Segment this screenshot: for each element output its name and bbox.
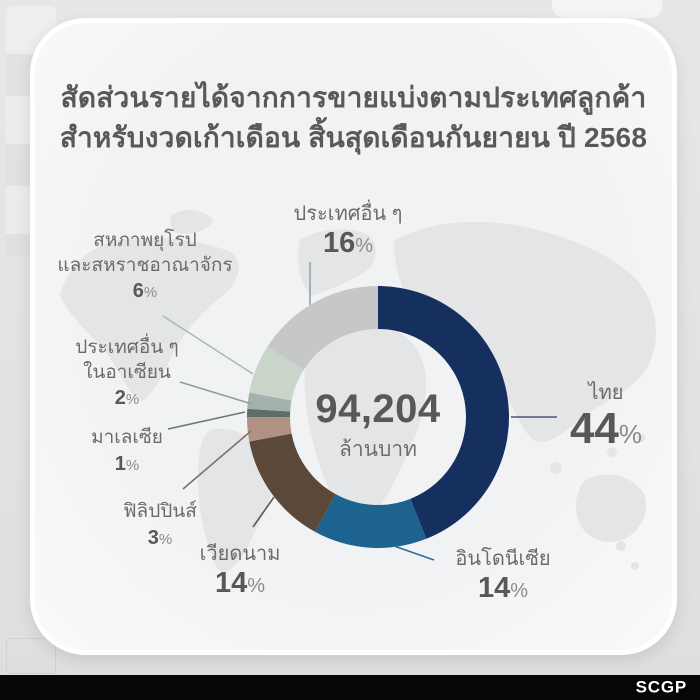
chart-title-line1: สัดส่วนรายได้จากการขายแบ่งตามประเทศลูกค้… [60, 82, 647, 113]
callout-philippines-label: ฟิลิปปินส์ [123, 501, 197, 522]
footer-bar: SCGP [0, 675, 700, 700]
callout-other-asean-pct: 2% [114, 387, 140, 410]
callout-philippines-pct: 3% [147, 526, 173, 549]
donut-center-total: 94,204 ล้านบาท [288, 388, 468, 466]
callout-eu-uk-label-line2: และสหราชอาณาจักร [57, 254, 233, 276]
chart-title: สัดส่วนรายได้จากการขายแบ่งตามประเทศลูกค้… [30, 78, 677, 158]
callout-vietnam-pct: 14% [214, 567, 266, 600]
callout-malaysia-pct: 1% [114, 452, 140, 475]
background-pattern-rect [6, 638, 56, 674]
total-revenue-value: 94,204 [315, 387, 441, 431]
callout-eu-uk: สหภาพยุโรป และสหราชอาณาจักร 6% [35, 229, 255, 305]
total-revenue-unit: ล้านบาท [339, 438, 417, 461]
background-pattern-top-right [552, 0, 662, 18]
callout-vietnam: เวียดนาม 14% [150, 541, 330, 601]
callout-indonesia: อินโดนีเซีย 14% [413, 546, 593, 606]
callout-indonesia-label: อินโดนีเซีย [455, 548, 551, 570]
callout-malaysia-label: มาเลเซีย [91, 427, 163, 448]
callout-philippines: ฟิลิปปินส์ 3% [70, 500, 250, 552]
callout-others: ประเทศอื่น ๆ 16% [258, 201, 438, 261]
callout-thailand: ไทย 44% [541, 380, 671, 453]
callout-eu-uk-pct: 6% [132, 280, 158, 303]
scgp-logo: SCGP [635, 677, 687, 697]
callout-other-asean: ประเทศอื่น ๆ ในอาเซียน 2% [37, 336, 217, 412]
callout-thailand-label: ไทย [588, 382, 624, 404]
callout-thailand-pct: 44% [569, 404, 643, 454]
callout-malaysia: มาเลเซีย 1% [37, 426, 217, 478]
chart-title-line2: สำหรับงวดเก้าเดือน สิ้นสุดเดือนกันยายน ป… [59, 122, 648, 154]
callout-indonesia-pct: 14% [477, 572, 529, 605]
callout-other-asean-label-line2: ในอาเซียน [83, 361, 171, 383]
callout-other-asean-label-line1: ประเทศอื่น ๆ [75, 337, 179, 358]
callout-vietnam-label: เวียดนาม [199, 543, 281, 565]
callout-eu-uk-label-line1: สหภาพยุโรป [93, 230, 197, 251]
callout-others-pct: 16% [322, 227, 374, 260]
callout-others-label: ประเทศอื่น ๆ [293, 203, 403, 225]
